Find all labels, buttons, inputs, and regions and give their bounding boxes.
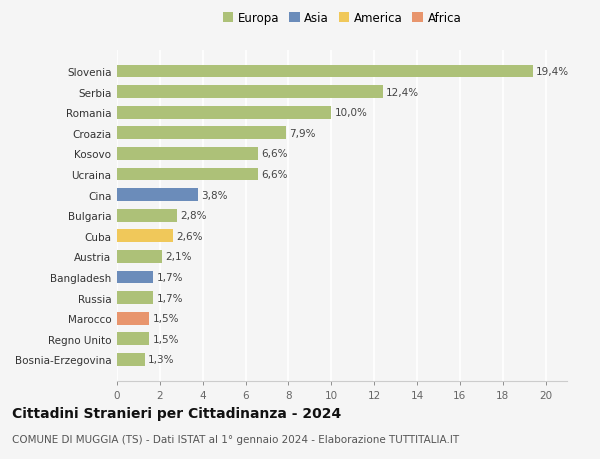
Bar [117, 333, 149, 346]
Text: 1,7%: 1,7% [157, 272, 183, 282]
Text: 2,1%: 2,1% [165, 252, 192, 262]
Text: 6,6%: 6,6% [262, 149, 288, 159]
Text: 1,3%: 1,3% [148, 355, 175, 364]
Bar [117, 106, 331, 119]
Bar [117, 209, 177, 222]
Text: 6,6%: 6,6% [262, 170, 288, 179]
Text: 1,5%: 1,5% [152, 313, 179, 324]
Text: 19,4%: 19,4% [536, 67, 569, 77]
Text: 10,0%: 10,0% [335, 108, 367, 118]
Bar [117, 230, 173, 243]
Text: COMUNE DI MUGGIA (TS) - Dati ISTAT al 1° gennaio 2024 - Elaborazione TUTTITALIA.: COMUNE DI MUGGIA (TS) - Dati ISTAT al 1°… [12, 434, 459, 444]
Bar [117, 312, 149, 325]
Text: Cittadini Stranieri per Cittadinanza - 2024: Cittadini Stranieri per Cittadinanza - 2… [12, 406, 341, 420]
Text: 7,9%: 7,9% [290, 129, 316, 139]
Bar [117, 127, 286, 140]
Bar [117, 148, 259, 161]
Bar [117, 251, 162, 263]
Text: 3,8%: 3,8% [202, 190, 228, 200]
Bar [117, 168, 259, 181]
Text: 1,7%: 1,7% [157, 293, 183, 303]
Text: 12,4%: 12,4% [386, 88, 419, 97]
Bar [117, 66, 533, 78]
Text: 2,6%: 2,6% [176, 231, 202, 241]
Text: 1,5%: 1,5% [152, 334, 179, 344]
Bar [117, 86, 383, 99]
Bar [117, 353, 145, 366]
Bar [117, 291, 154, 304]
Bar [117, 189, 199, 202]
Legend: Europa, Asia, America, Africa: Europa, Asia, America, Africa [223, 12, 461, 25]
Bar [117, 271, 154, 284]
Text: 2,8%: 2,8% [180, 211, 207, 221]
